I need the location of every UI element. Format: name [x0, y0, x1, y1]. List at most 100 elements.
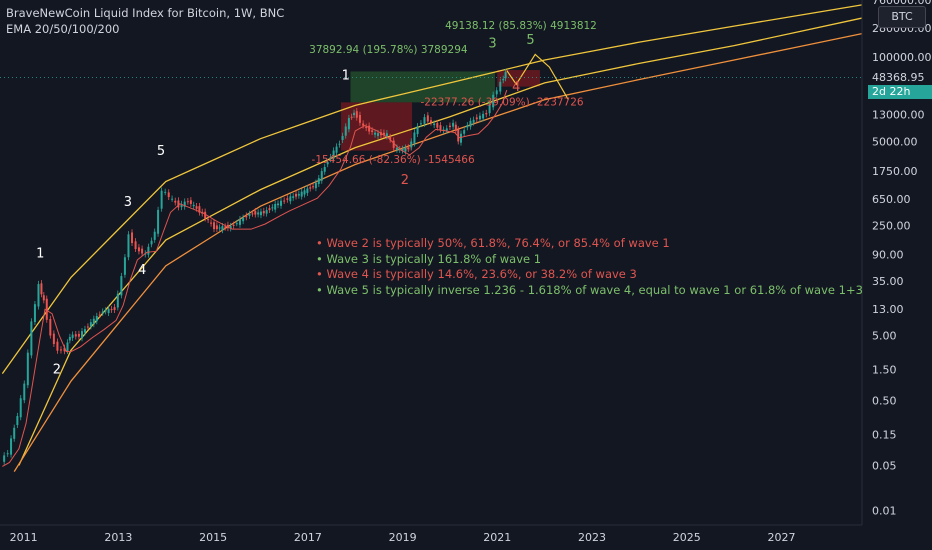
- candle-body: [192, 204, 195, 207]
- candle-body: [245, 215, 248, 218]
- candle-body: [30, 321, 33, 356]
- candle-body: [306, 188, 309, 193]
- currency-button[interactable]: BTC: [878, 6, 926, 28]
- candle-body: [242, 217, 245, 222]
- candle-body: [10, 438, 13, 455]
- candle-body: [332, 150, 335, 159]
- candle-body: [423, 117, 426, 124]
- candle-body: [123, 257, 126, 275]
- y-tick-label: 5.00: [872, 330, 897, 343]
- candle-body: [63, 347, 66, 352]
- candle-body: [26, 352, 29, 386]
- candle-body: [439, 125, 442, 130]
- candle-body: [314, 182, 317, 189]
- x-tick-label: 2013: [104, 531, 132, 544]
- indicator-legend[interactable]: EMA 20/50/100/200: [6, 22, 120, 36]
- candle-body: [335, 146, 338, 153]
- candle-body: [101, 311, 104, 313]
- candle-body: [45, 298, 48, 320]
- y-tick-label: 0.05: [872, 459, 897, 472]
- candle-body: [459, 133, 462, 143]
- candle-body: [268, 208, 271, 211]
- candle-body: [42, 295, 45, 301]
- x-tick-label: 2025: [673, 531, 701, 544]
- wave-label-4: 4: [138, 263, 146, 278]
- candle-body: [289, 196, 292, 202]
- y-tick-label: 0.01: [872, 505, 897, 518]
- candle-body: [469, 120, 472, 127]
- candle-body: [341, 135, 344, 140]
- y-tick-label: 0.50: [872, 395, 897, 408]
- candle-body: [198, 206, 201, 213]
- candle-body: [177, 200, 180, 208]
- wave-label-3: 3: [488, 37, 496, 52]
- measurement-label-0: 37892.94 (195.78%) 3789294: [309, 44, 468, 56]
- x-tick-label: 2015: [199, 531, 227, 544]
- wave-label-5: 5: [157, 144, 165, 159]
- candle-body: [68, 337, 71, 341]
- candle-body: [404, 147, 407, 152]
- candle-body: [52, 333, 55, 344]
- candle-body: [419, 123, 422, 125]
- candle-body: [195, 206, 198, 209]
- candle-body: [329, 157, 332, 160]
- x-tick-label: 2021: [483, 531, 511, 544]
- candle-body: [49, 318, 52, 336]
- candle-body: [416, 126, 419, 135]
- measurement-label-2: -15454.66 (-82.36%) -1545466: [312, 154, 475, 166]
- candle-body: [210, 222, 213, 224]
- candle-body: [23, 383, 26, 401]
- wave-label-5: 5: [526, 33, 534, 48]
- candle-body: [365, 126, 368, 129]
- candle-body: [410, 141, 413, 148]
- wave-label-3: 3: [124, 195, 132, 210]
- candle-body: [113, 307, 116, 311]
- candle-body: [309, 187, 312, 189]
- candle-body: [141, 248, 144, 254]
- candle-body: [171, 198, 174, 200]
- candle-body: [157, 209, 160, 234]
- candle-body: [262, 211, 265, 214]
- candle-body: [221, 226, 224, 231]
- candle-body: [430, 120, 432, 123]
- candle-body: [504, 72, 507, 79]
- measurement-label-3: -22377.26 (-39.09%) -2237726: [420, 96, 583, 108]
- wave-label-2: 2: [401, 173, 409, 188]
- candle-body: [98, 314, 101, 316]
- y-tick-label: 1.50: [872, 364, 897, 377]
- growth-curve-0: [1, 4, 863, 375]
- candle-body: [107, 308, 110, 314]
- candle-body: [92, 318, 95, 325]
- candle-body: [147, 246, 150, 255]
- candle-body: [303, 190, 306, 195]
- candle-body: [297, 193, 300, 196]
- wave-label-4: 4: [512, 80, 520, 95]
- candle-body: [71, 334, 74, 338]
- candle-body: [183, 201, 186, 207]
- candle-body: [189, 200, 192, 204]
- candle-body: [401, 148, 404, 151]
- candle-body: [338, 143, 341, 145]
- note-wave-2: • Wave 2 is typically 50%, 61.8%, 76.4%,…: [316, 236, 670, 250]
- y-tick-label: 760000.00: [872, 0, 932, 7]
- candle-body: [74, 334, 77, 337]
- candle-body: [392, 140, 395, 148]
- chart-labels: 1 2 3 4 5 1 2 3 4 5 37892.94 (195.78%) 3789294 4913…: [36, 20, 597, 378]
- measure-box-2: [497, 70, 540, 87]
- candle-body: [238, 219, 241, 225]
- y-tick-label: 5000.00: [872, 135, 918, 148]
- candle-body: [426, 115, 429, 122]
- candle-body: [277, 203, 280, 206]
- candle-body: [86, 326, 89, 328]
- x-tick-label: 2017: [294, 531, 322, 544]
- candle-body: [323, 166, 326, 172]
- candle-body: [478, 115, 481, 120]
- candle-body: [204, 211, 207, 219]
- measurement-label-1: 49138.12 (85.83%) 4913812: [445, 20, 597, 32]
- candle-body: [77, 333, 80, 337]
- chart-title: BraveNewCoin Liquid Index for Bitcoin, 1…: [6, 6, 285, 20]
- wave-notes: • Wave 2 is typically 50%, 61.8%, 76.4%,…: [316, 236, 863, 298]
- candle-body: [33, 304, 36, 323]
- candle-body: [174, 200, 177, 203]
- candle-body: [235, 223, 238, 225]
